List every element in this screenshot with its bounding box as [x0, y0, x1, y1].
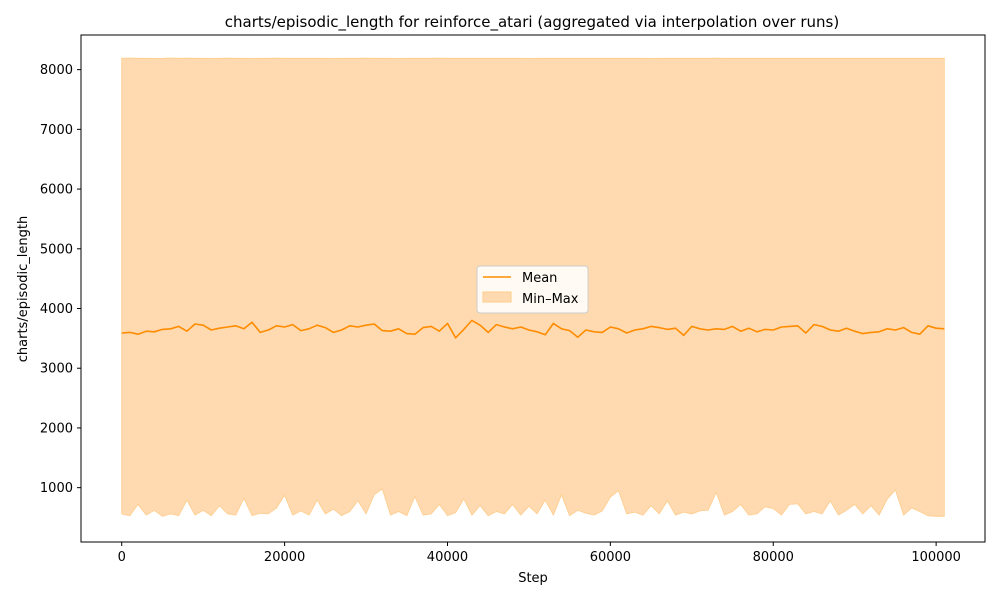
y-tick-label: 8000: [40, 63, 73, 78]
x-tick-label: 0: [118, 550, 126, 565]
y-tick-label: 5000: [40, 242, 73, 257]
x-axis-label: Step: [518, 571, 548, 586]
y-tick-label: 3000: [40, 362, 73, 377]
x-tick-label: 60000: [590, 550, 631, 565]
axes-frame: [80, 34, 986, 543]
mean-line: [121, 319, 945, 339]
chart-title: charts/episodic_length for reinforce_ata…: [225, 13, 839, 32]
legend-minmax-label: Min–Max: [522, 292, 579, 307]
x-tick-label: 100000: [911, 550, 961, 565]
x-tick-label: 40000: [427, 550, 468, 565]
y-tick-label: 6000: [40, 183, 73, 198]
legend-mean-label: Mean: [522, 271, 557, 286]
x-axis: 0 20000 40000 60000 80000 100000: [118, 542, 961, 565]
y-axis: 1000 2000 3000 4000 5000 6000 7000 8000: [40, 63, 81, 496]
x-tick-label: 80000: [753, 550, 794, 565]
y-tick-label: 4000: [40, 302, 73, 317]
legend: Mean Min–Max: [476, 265, 589, 314]
y-tick-label: 7000: [40, 123, 73, 138]
y-tick-label: 2000: [40, 421, 73, 436]
y-axis-label: charts/episodic_length: [16, 216, 31, 363]
x-tick-label: 20000: [264, 550, 305, 565]
legend-minmax-swatch: [482, 291, 512, 303]
y-tick-label: 1000: [40, 481, 73, 496]
